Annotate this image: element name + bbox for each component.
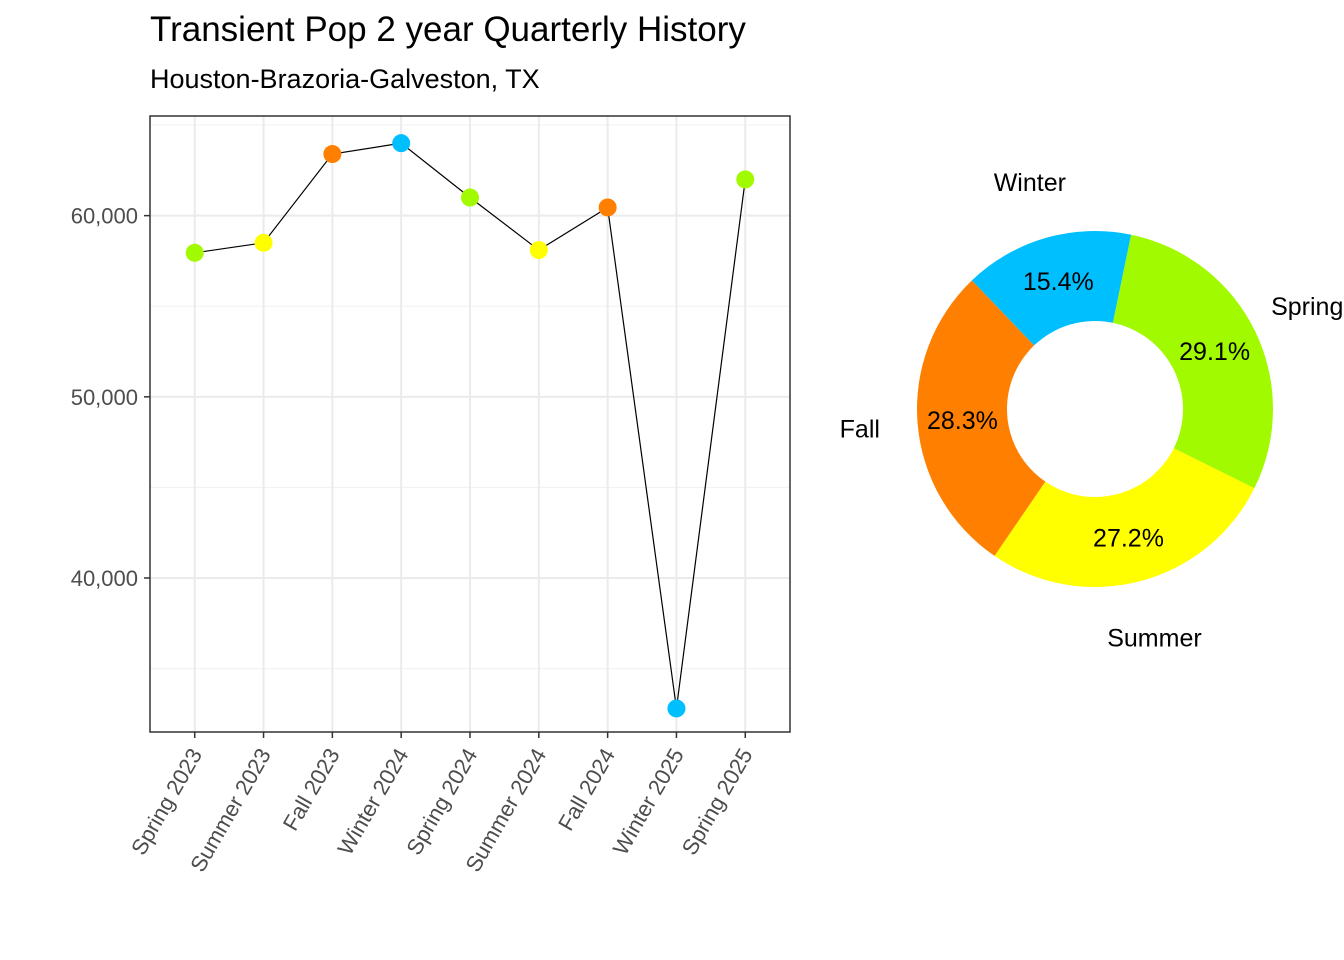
data-point xyxy=(392,134,411,153)
donut-slice-spring xyxy=(1112,234,1273,489)
donut-percent-label: 27.2% xyxy=(1093,525,1164,553)
donut-category-label: Fall xyxy=(840,415,880,443)
donut-category-label: Summer xyxy=(1107,624,1201,652)
donut-slice-winter xyxy=(971,231,1132,346)
donut-slices xyxy=(916,231,1273,588)
y-tick-label: 40,000 xyxy=(71,566,138,591)
data-point xyxy=(254,233,273,252)
data-point xyxy=(667,699,686,718)
donut-percent-label: 28.3% xyxy=(927,407,998,435)
donut-slice-summer xyxy=(994,448,1255,588)
line-chart-series xyxy=(185,134,755,718)
chart-subtitle: Houston-Brazoria-Galveston, TX xyxy=(150,64,540,94)
data-point xyxy=(598,198,617,217)
y-tick-label: 50,000 xyxy=(71,385,138,410)
donut-percent-label: 15.4% xyxy=(1023,268,1094,296)
data-point xyxy=(461,188,479,207)
data-point xyxy=(185,243,204,262)
data-point xyxy=(529,241,548,260)
chart-title: Transient Pop 2 year Quarterly History xyxy=(150,10,746,49)
donut-labels: 29.1% Spring 27.2% Summer 28.3% Fall 15.4% Wint… xyxy=(840,169,1344,652)
donut-category-label: Spring xyxy=(1271,293,1343,321)
donut-slice-fall xyxy=(916,280,1046,556)
data-point xyxy=(736,170,755,189)
data-point xyxy=(323,145,342,164)
donut-percent-label: 29.1% xyxy=(1179,338,1250,366)
donut-category-label: Winter xyxy=(994,169,1066,197)
line-chart-grid xyxy=(150,116,790,732)
y-tick-label: 60,000 xyxy=(71,204,138,229)
